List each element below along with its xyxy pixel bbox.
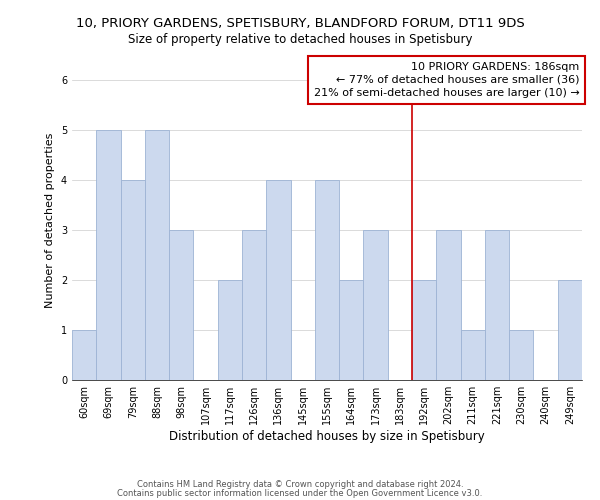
Bar	[96, 130, 121, 380]
Bar	[436, 230, 461, 380]
Text: Contains public sector information licensed under the Open Government Licence v3: Contains public sector information licen…	[118, 488, 482, 498]
Bar	[509, 330, 533, 380]
Text: Size of property relative to detached houses in Spetisbury: Size of property relative to detached ho…	[128, 32, 472, 46]
Bar	[315, 180, 339, 380]
Bar	[461, 330, 485, 380]
Bar	[485, 230, 509, 380]
Text: Contains HM Land Registry data © Crown copyright and database right 2024.: Contains HM Land Registry data © Crown c…	[137, 480, 463, 489]
Bar	[169, 230, 193, 380]
Bar	[72, 330, 96, 380]
Bar	[364, 230, 388, 380]
Bar	[218, 280, 242, 380]
Text: 10, PRIORY GARDENS, SPETISBURY, BLANDFORD FORUM, DT11 9DS: 10, PRIORY GARDENS, SPETISBURY, BLANDFOR…	[76, 18, 524, 30]
Y-axis label: Number of detached properties: Number of detached properties	[46, 132, 55, 308]
Bar	[121, 180, 145, 380]
Text: 10 PRIORY GARDENS: 186sqm
← 77% of detached houses are smaller (36)
21% of semi-: 10 PRIORY GARDENS: 186sqm ← 77% of detac…	[314, 62, 580, 98]
Bar	[339, 280, 364, 380]
Bar	[266, 180, 290, 380]
X-axis label: Distribution of detached houses by size in Spetisbury: Distribution of detached houses by size …	[169, 430, 485, 443]
Bar	[558, 280, 582, 380]
Bar	[242, 230, 266, 380]
Bar	[145, 130, 169, 380]
Bar	[412, 280, 436, 380]
